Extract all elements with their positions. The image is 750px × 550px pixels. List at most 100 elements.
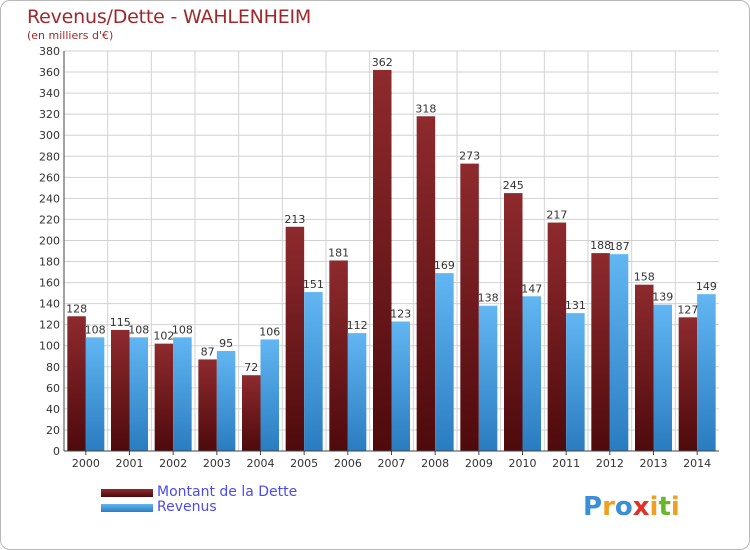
value-label-debt: 102 — [153, 330, 174, 343]
value-label-revenue: 169 — [434, 259, 455, 272]
value-label-debt: 245 — [503, 179, 524, 192]
value-label-revenue: 149 — [696, 280, 717, 293]
value-label-revenue: 108 — [128, 323, 149, 336]
y-tick-label: 360 — [39, 66, 60, 79]
bar-debt-2009 — [460, 163, 479, 451]
y-tick-label: 340 — [39, 87, 60, 100]
bar-revenue-2012 — [609, 254, 629, 451]
legend-swatch-debt — [101, 489, 153, 497]
value-label-debt: 188 — [590, 239, 611, 252]
legend-label-debt: Montant de la Dette — [157, 484, 298, 500]
bar-revenue-2014 — [697, 294, 716, 451]
bar-debt-2013 — [635, 284, 654, 451]
y-tick-label: 40 — [46, 403, 60, 416]
y-tick-label: 220 — [39, 213, 60, 226]
bar-debt-2012 — [591, 253, 610, 451]
value-label-debt: 217 — [546, 209, 567, 222]
bar-revenue-2001 — [129, 337, 148, 451]
x-tick-label: 2010 — [509, 457, 537, 470]
value-label-debt: 128 — [66, 302, 87, 315]
bar-revenue-2009 — [478, 305, 498, 451]
x-tick-label: 2007 — [378, 457, 406, 470]
bar-debt-2011 — [547, 222, 567, 451]
value-label-revenue: 108 — [172, 323, 193, 336]
bar-revenue-2006 — [347, 333, 367, 451]
x-tick-label: 2009 — [465, 457, 493, 470]
value-label-revenue: 112 — [347, 319, 368, 332]
bar-debt-2007 — [373, 69, 392, 452]
x-tick-label: 2008 — [421, 457, 449, 470]
bar-revenue-2004 — [260, 339, 279, 451]
bar-revenue-2008 — [435, 273, 454, 451]
proxiti-logo: Proxiti — [583, 492, 680, 522]
bar-debt-2006 — [329, 260, 348, 451]
value-label-revenue: 147 — [521, 282, 542, 295]
y-tick-label: 240 — [39, 192, 60, 205]
x-tick-label: 2002 — [159, 457, 187, 470]
x-tick-label: 2013 — [640, 457, 668, 470]
value-label-revenue: 123 — [390, 308, 411, 321]
value-label-debt: 273 — [459, 150, 480, 163]
value-label-debt: 213 — [284, 213, 305, 226]
legend-swatch-revenue — [101, 504, 153, 512]
y-tick-label: 380 — [39, 45, 60, 58]
bar-debt-2005 — [285, 226, 305, 451]
bar-revenue-2005 — [304, 292, 323, 451]
bar-debt-2004 — [242, 375, 261, 451]
value-label-revenue: 108 — [85, 323, 106, 336]
value-label-debt: 127 — [677, 303, 698, 316]
value-label-debt: 181 — [328, 246, 349, 259]
value-label-revenue: 187 — [609, 240, 630, 253]
bar-debt-2002 — [154, 343, 174, 451]
y-tick-label: 100 — [39, 340, 60, 353]
bar-revenue-2007 — [391, 321, 410, 451]
value-label-revenue: 95 — [219, 337, 233, 350]
y-tick-label: 320 — [39, 108, 60, 121]
bar-revenue-2011 — [566, 313, 585, 451]
chart-title: Revenus/Dette - WAHLENHEIM — [27, 6, 312, 28]
value-label-revenue: 151 — [303, 278, 324, 291]
value-label-revenue: 131 — [565, 299, 586, 312]
x-tick-label: 2005 — [290, 457, 318, 470]
x-tick-label: 2011 — [552, 457, 580, 470]
x-tick-label: 2006 — [334, 457, 362, 470]
y-tick-label: 300 — [39, 129, 60, 142]
x-tick-label: 2004 — [247, 457, 275, 470]
svg-text:Proxiti: Proxiti — [583, 492, 680, 522]
value-label-debt: 362 — [372, 56, 393, 69]
x-tick-label: 2012 — [596, 457, 624, 470]
y-tick-label: 180 — [39, 256, 60, 269]
value-label-debt: 158 — [634, 271, 655, 284]
y-tick-label: 140 — [39, 298, 60, 311]
value-label-revenue: 106 — [259, 325, 280, 338]
legend-label-revenue: Revenus — [157, 499, 217, 515]
bar-debt-2001 — [111, 329, 130, 451]
bar-debt-2000 — [67, 316, 86, 451]
x-tick-label: 2014 — [683, 457, 711, 470]
value-label-revenue: 139 — [652, 291, 673, 304]
y-tick-label: 280 — [39, 150, 60, 163]
bar-debt-2014 — [678, 317, 698, 451]
bar-debt-2003 — [198, 359, 217, 451]
y-tick-label: 200 — [39, 234, 60, 247]
y-tick-label: 80 — [46, 361, 60, 374]
y-tick-label: 120 — [39, 319, 60, 332]
value-label-debt: 87 — [201, 345, 215, 358]
legend-item-debt: Montant de la Dette — [101, 484, 361, 501]
y-tick-label: 60 — [46, 382, 60, 395]
bar-revenue-2013 — [653, 304, 672, 451]
bar-debt-2010 — [504, 193, 523, 451]
x-tick-label: 2003 — [203, 457, 231, 470]
value-label-revenue: 138 — [478, 292, 499, 305]
bar-debt-2008 — [416, 116, 436, 452]
bar-revenue-2002 — [173, 337, 192, 451]
y-tick-label: 160 — [39, 277, 60, 290]
bar-revenue-2010 — [522, 296, 541, 451]
value-label-debt: 115 — [110, 316, 131, 329]
value-label-debt: 318 — [415, 102, 436, 115]
chart-subtitle: (en milliers d'€) — [27, 29, 114, 42]
y-tick-label: 20 — [46, 424, 60, 437]
y-tick-label: 0 — [53, 445, 60, 458]
x-tick-label: 2001 — [116, 457, 144, 470]
